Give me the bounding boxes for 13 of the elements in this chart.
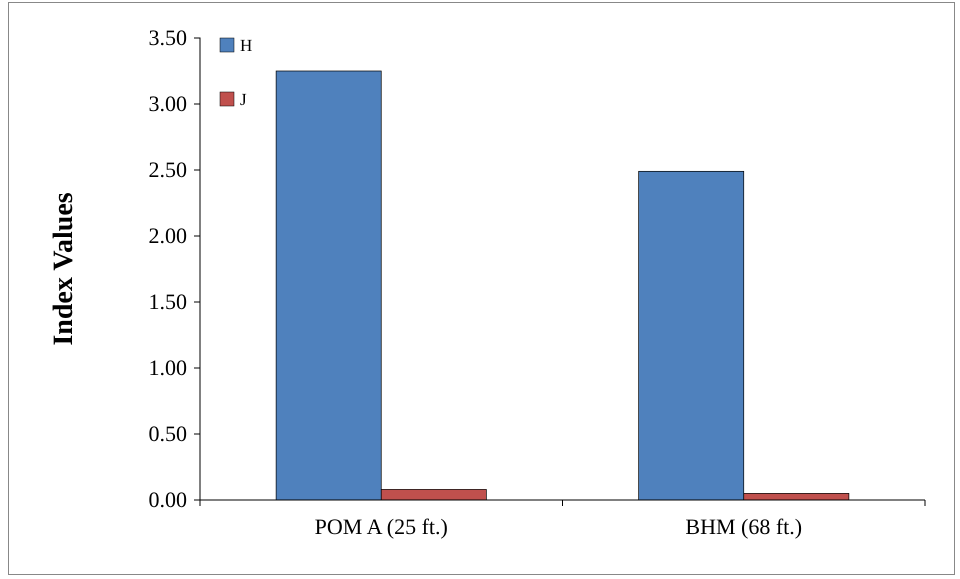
- y-tick-label: 1.50: [148, 289, 187, 314]
- y-tick-label: 2.00: [148, 223, 187, 248]
- y-tick-label: 3.50: [148, 25, 187, 50]
- y-tick-label: 3.00: [148, 91, 187, 116]
- legend-label: H: [240, 36, 252, 55]
- y-tick-label: 2.50: [148, 157, 187, 182]
- y-tick-label: 1.00: [148, 355, 187, 380]
- y-tick-label: 0.50: [148, 421, 187, 446]
- x-tick-label: BHM (68 ft.): [685, 514, 802, 539]
- x-tick-label: POM A (25 ft.): [314, 514, 448, 539]
- y-tick-label: 0.00: [148, 487, 187, 512]
- legend-label: J: [240, 90, 247, 109]
- y-axis-title: Index Values: [48, 192, 79, 346]
